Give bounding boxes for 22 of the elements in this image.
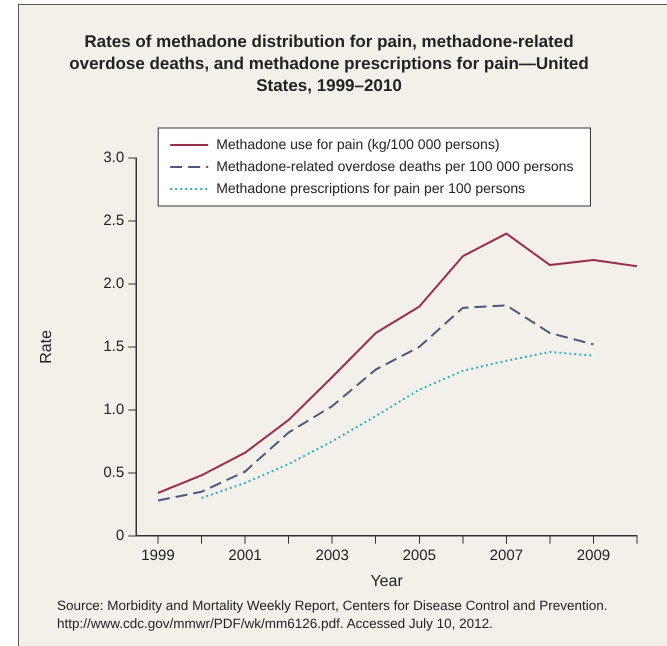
y-tick-label: 3.0	[103, 149, 124, 166]
y-tick-label: 2.0	[103, 275, 124, 292]
x-tick-label: 2009	[576, 546, 610, 564]
y-tick-label: 1.0	[103, 401, 124, 418]
legend-label: Methadone use for pain (kg/100 000 persons)	[216, 136, 500, 152]
legend-label: Methadone-related overdose deaths per 100 000 persons	[216, 158, 574, 174]
x-axis-title: Year	[370, 572, 404, 590]
x-tick-label: 2003	[315, 546, 349, 564]
y-tick-label: 0.5	[103, 464, 124, 481]
source-note: Source: Morbidity and Mortality Weekly Report, Centers for Disease Control and Prevention. http://www.cdc.gov/mmwr/PDF/wk/mm6126.pdf. Accessed July 10, 2012.	[57, 597, 608, 633]
legend-label: Methadone prescriptions for pain per 100 persons	[216, 180, 526, 196]
x-tick-label: 2005	[402, 546, 436, 564]
x-tick-label: 1999	[141, 546, 175, 564]
chart-title: Rates of methadone distribution for pain, methadone-related overdose deaths, and methadone prescriptions for pain—United States, 1999–2010	[68, 31, 590, 97]
line-series	[156, 304, 594, 502]
x-tick-label: 2007	[490, 546, 524, 564]
y-tick-label: 0	[116, 526, 124, 544]
y-axis-title: Rate	[38, 330, 56, 364]
line-series	[200, 350, 594, 500]
y-tick-label: 1.5	[103, 338, 124, 356]
y-tick-label: 2.5	[103, 212, 124, 230]
x-tick-label: 2001	[228, 546, 262, 564]
